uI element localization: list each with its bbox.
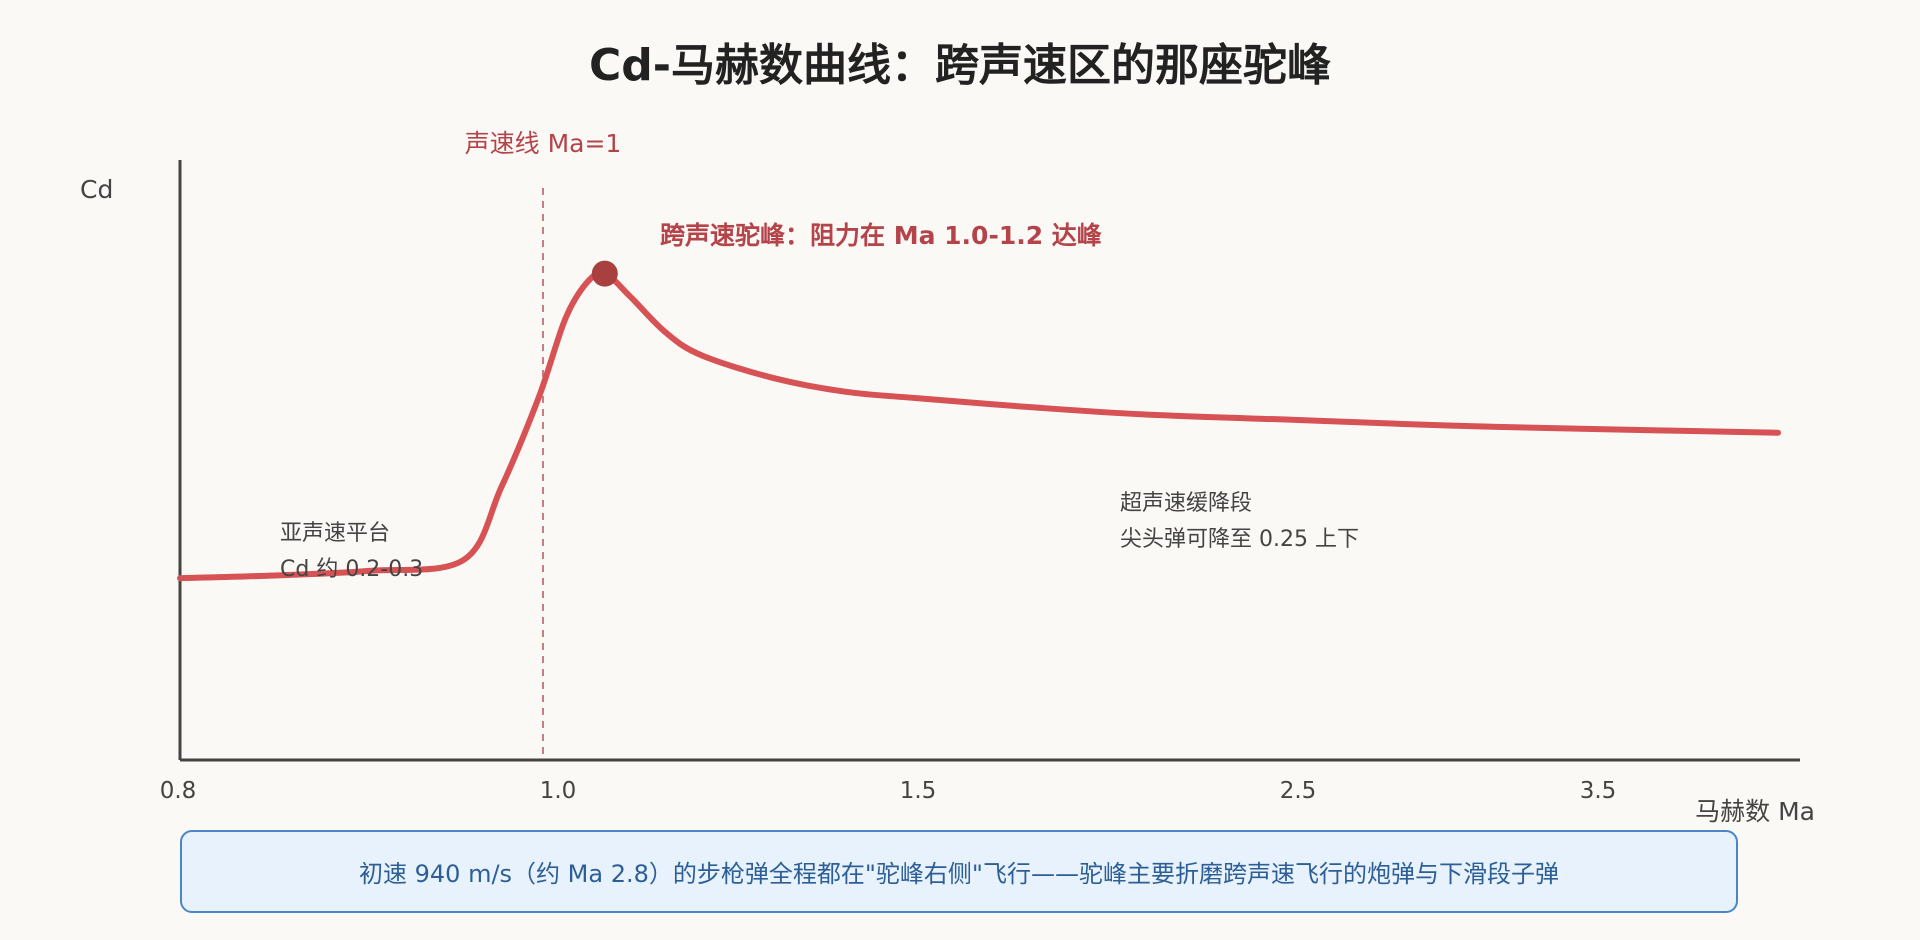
x-tick-label: 1.0 — [540, 778, 577, 804]
x-tick-label: 3.5 — [1580, 778, 1617, 804]
subsonic-note-line2: Cd 约 0.2-0.3 — [280, 557, 423, 582]
x-ticks: 0.8 1.0 1.5 2.5 3.5 — [160, 778, 1617, 804]
y-axis-label: Cd — [80, 175, 113, 204]
subsonic-note-line1: 亚声速平台 — [280, 521, 390, 546]
cd-curve-line — [177, 270, 1781, 582]
supersonic-note-line2: 尖头弹可降至 0.25 上下 — [1120, 527, 1359, 552]
footnote-text: 初速 940 m/s（约 Ma 2.8）的步枪弹全程都在"驼峰右侧"飞行——驼峰… — [359, 860, 1559, 888]
sonic-line-label: 声速线 Ma=1 — [465, 129, 622, 158]
footnote-callout: 初速 940 m/s（约 Ma 2.8）的步枪弹全程都在"驼峰右侧"飞行——驼峰… — [180, 830, 1738, 913]
supersonic-note-line1: 超声速缓降段 — [1120, 491, 1252, 516]
peak-annotation: 跨声速驼峰：阻力在 Ma 1.0-1.2 达峰 — [660, 221, 1102, 250]
x-tick-label: 1.5 — [900, 778, 937, 804]
x-tick-label: 2.5 — [1280, 778, 1317, 804]
x-axis-label: 马赫数 Ma — [1695, 797, 1815, 826]
chart-title: Cd-马赫数曲线：跨声速区的那座驼峰 — [589, 40, 1331, 91]
peak-marker — [591, 260, 618, 287]
x-tick-label: 0.8 — [160, 778, 197, 804]
